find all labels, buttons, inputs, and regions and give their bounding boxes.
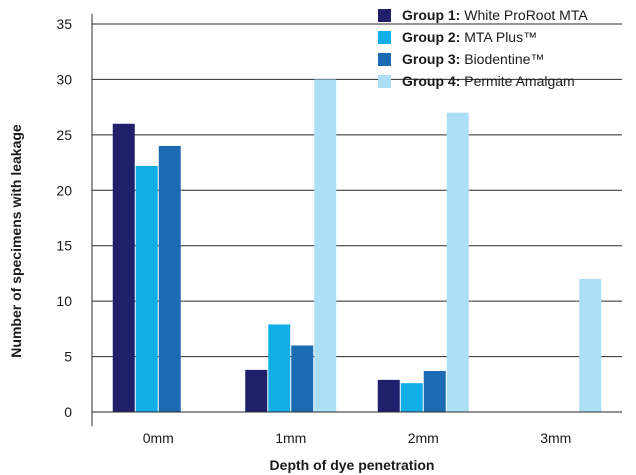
y-tick-labels: 0 5 10 15 20 25 30 35 bbox=[56, 16, 72, 420]
axes bbox=[91, 14, 622, 426]
y-tick-label: 20 bbox=[56, 182, 72, 198]
legend-item-group2: Group 2: MTA Plus™ bbox=[378, 29, 537, 45]
x-axis-title: Depth of dye penetration bbox=[270, 457, 435, 473]
legend-series-description: Biodentine™ bbox=[460, 51, 544, 67]
x-tick-label: 0mm bbox=[143, 430, 174, 446]
legend-label: Group 4: Permite Amalgam bbox=[402, 73, 575, 89]
legend-series-name: Group 1: bbox=[402, 7, 460, 23]
bar-1mm-group2 bbox=[268, 324, 291, 412]
bar-3mm-group4 bbox=[579, 278, 602, 412]
bar-2mm-group4 bbox=[446, 112, 469, 412]
bar-0mm-group2 bbox=[135, 165, 158, 412]
legend-swatch bbox=[378, 75, 391, 88]
bar-1mm-group3 bbox=[291, 345, 314, 412]
x-tick-label: 2mm bbox=[408, 430, 439, 446]
bar-0mm-group3 bbox=[158, 145, 181, 412]
bar-0mm-group1 bbox=[112, 123, 135, 413]
legend-label: Group 3: Biodentine™ bbox=[402, 51, 544, 67]
legend-series-name: Group 2: bbox=[402, 29, 460, 45]
legend-swatch bbox=[378, 31, 391, 44]
y-tick-label: 5 bbox=[64, 349, 72, 365]
y-tick-label: 30 bbox=[56, 71, 72, 87]
y-tick-label: 25 bbox=[56, 127, 72, 143]
x-tick-label: 1mm bbox=[275, 430, 306, 446]
y-tick-label: 35 bbox=[56, 16, 72, 32]
legend-series-description: MTA Plus™ bbox=[460, 29, 537, 45]
legend-series-description: White ProRoot MTA bbox=[460, 7, 588, 23]
bar-1mm-group4 bbox=[314, 79, 337, 412]
legend-item-group1: Group 1: White ProRoot MTA bbox=[378, 7, 588, 23]
legend-item-group4: Group 4: Permite Amalgam bbox=[378, 73, 575, 89]
y-tick-label: 10 bbox=[56, 293, 72, 309]
y-tick-label: 15 bbox=[56, 238, 72, 254]
bar-1mm-group1 bbox=[245, 369, 268, 412]
legend-series-name: Group 4: bbox=[402, 73, 460, 89]
bars bbox=[112, 79, 602, 413]
legend-series-description: Permite Amalgam bbox=[460, 73, 574, 89]
legend-label: Group 2: MTA Plus™ bbox=[402, 29, 537, 45]
legend-label: Group 1: White ProRoot MTA bbox=[402, 7, 588, 23]
y-tick-label: 0 bbox=[64, 404, 72, 420]
x-tick-labels: 0mm 1mm 2mm 3mm bbox=[143, 430, 572, 446]
bar-2mm-group3 bbox=[423, 370, 446, 412]
y-axis-title: Number of specimens with leakage bbox=[8, 124, 24, 358]
legend-series-name: Group 3: bbox=[402, 51, 460, 67]
legend-swatch bbox=[378, 53, 391, 66]
legend-item-group3: Group 3: Biodentine™ bbox=[378, 51, 544, 67]
bar-2mm-group1 bbox=[377, 379, 400, 412]
legend-swatch bbox=[378, 9, 391, 22]
bar-2mm-group2 bbox=[400, 383, 423, 412]
x-tick-label: 3mm bbox=[540, 430, 571, 446]
